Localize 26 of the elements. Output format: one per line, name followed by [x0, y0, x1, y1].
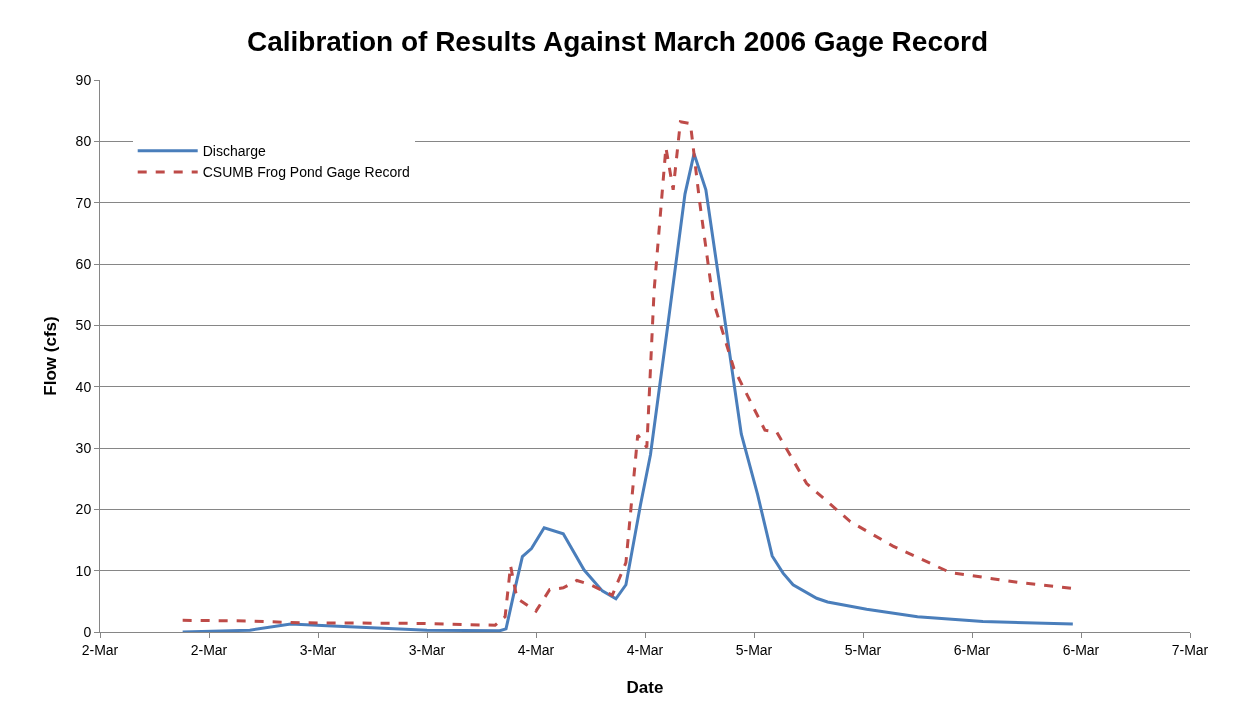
y-tick-label: 50: [75, 317, 92, 334]
y-tick-label: 10: [75, 562, 92, 579]
x-tick-label: 5-Mar: [844, 641, 882, 658]
x-tick-label: 3-Mar: [408, 641, 446, 658]
y-tick-label: 30: [75, 439, 92, 456]
x-tick-label: 7-Mar: [1171, 641, 1209, 658]
x-tick-label: 4-Mar: [517, 641, 555, 658]
y-tick-label: 70: [75, 194, 92, 211]
y-tick-label: 60: [75, 255, 92, 272]
x-tick-label: 4-Mar: [626, 641, 664, 658]
y-tick-label: 40: [75, 378, 92, 395]
x-tick-label: 3-Mar: [299, 641, 337, 658]
x-axis-title: Date: [626, 678, 664, 697]
x-tick-label: 2-Mar: [81, 641, 119, 658]
x-tick-label: 2-Mar: [190, 641, 228, 658]
x-tick-label: 6-Mar: [1062, 641, 1100, 658]
y-tick-label: 90: [75, 71, 92, 88]
y-tick-label: 20: [75, 501, 92, 518]
chart-title: Calibration of Results Against March 2006 Gage Record: [246, 26, 989, 58]
y-tick-label: 0: [83, 623, 92, 640]
x-tick-label: 6-Mar: [953, 641, 991, 658]
legend-label: CSUMB Frog Pond Gage Record: [202, 164, 410, 181]
y-axis-title: Flow (cfs): [41, 316, 60, 396]
y-tick-label: 80: [75, 133, 92, 150]
x-tick-label: 5-Mar: [735, 641, 773, 658]
legend-label: Discharge: [202, 143, 266, 160]
